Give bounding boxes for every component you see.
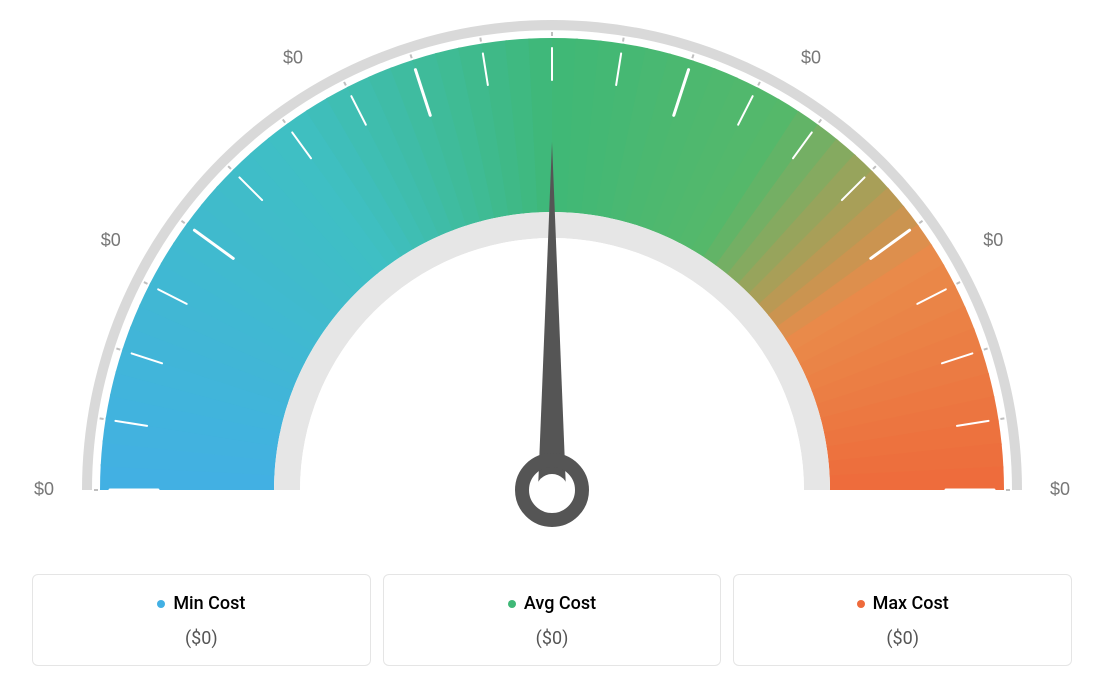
legend-box-max: Max Cost ($0) xyxy=(733,574,1072,667)
legend-label-avg: Avg Cost xyxy=(524,593,596,614)
legend-label-min: Min Cost xyxy=(173,593,245,614)
legend-row: Min Cost ($0) Avg Cost ($0) Max Cost ($0… xyxy=(32,574,1072,667)
legend-value-avg: ($0) xyxy=(396,628,709,649)
legend-dot-max xyxy=(857,600,865,608)
legend-box-avg: Avg Cost ($0) xyxy=(383,574,722,667)
svg-text:$0: $0 xyxy=(101,230,121,250)
svg-text:$0: $0 xyxy=(283,47,303,67)
legend-label-max: Max Cost xyxy=(873,593,949,614)
svg-text:$0: $0 xyxy=(542,0,562,1)
legend-value-min: ($0) xyxy=(45,628,358,649)
gauge-chart: $0 $0 $0 $0 $0 $0 $0 xyxy=(0,0,1104,540)
legend-title-avg: Avg Cost xyxy=(508,593,596,614)
legend-title-min: Min Cost xyxy=(157,593,245,614)
legend-box-min: Min Cost ($0) xyxy=(32,574,371,667)
gauge-svg: $0 $0 $0 $0 $0 $0 $0 xyxy=(0,0,1104,540)
legend-title-max: Max Cost xyxy=(857,593,949,614)
legend-dot-avg xyxy=(508,600,516,608)
svg-text:$0: $0 xyxy=(34,479,54,499)
svg-text:$0: $0 xyxy=(801,47,821,67)
legend-dot-min xyxy=(157,600,165,608)
svg-text:$0: $0 xyxy=(1050,479,1070,499)
legend-value-max: ($0) xyxy=(746,628,1059,649)
svg-text:$0: $0 xyxy=(983,230,1003,250)
